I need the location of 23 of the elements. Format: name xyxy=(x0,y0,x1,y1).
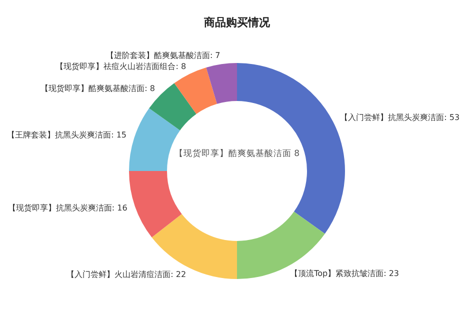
slice-label: 【现货即享】抗黑头炭爽洁面 xyxy=(8,204,112,213)
donut-slice xyxy=(129,171,182,238)
slice-label: 【王牌套装】抗黑头炭爽洁面 xyxy=(7,130,112,140)
slice-label: 【顶流Top】紧致抗皱洁面 xyxy=(290,269,384,278)
slice-label: 【现货即享】祛痘火山岩洁面组合 xyxy=(56,62,176,71)
slice-label: 【现货即享】酷爽氨基酸洁面 xyxy=(40,84,145,93)
donut-slice xyxy=(129,108,180,171)
data-label: : 53 xyxy=(444,112,460,122)
data-label: : 23 xyxy=(384,269,400,278)
text: 【现货即享】酷爽氨基酸洁面 8 xyxy=(174,148,300,159)
slice-label: 【进阶套装】酷爽氨基酸洁面 xyxy=(106,51,210,60)
slice-label: 【入门尝鲜】火山岩清痘洁面 xyxy=(66,270,171,280)
donut-slice xyxy=(149,83,196,130)
donut-slice xyxy=(206,63,237,104)
data-label: : 8 xyxy=(144,84,155,93)
data-label: : 22 xyxy=(170,270,186,280)
donut-slice xyxy=(237,63,345,234)
data-label: : 16 xyxy=(112,204,128,213)
data-label: : 8 xyxy=(176,62,186,71)
data-label: : 7 xyxy=(210,51,220,60)
chart-title: 商品购买情况 xyxy=(203,16,271,29)
data-label: : 15 xyxy=(111,130,127,140)
slice-label: 【入门尝鲜】抗黑头炭爽洁面 xyxy=(340,112,444,122)
